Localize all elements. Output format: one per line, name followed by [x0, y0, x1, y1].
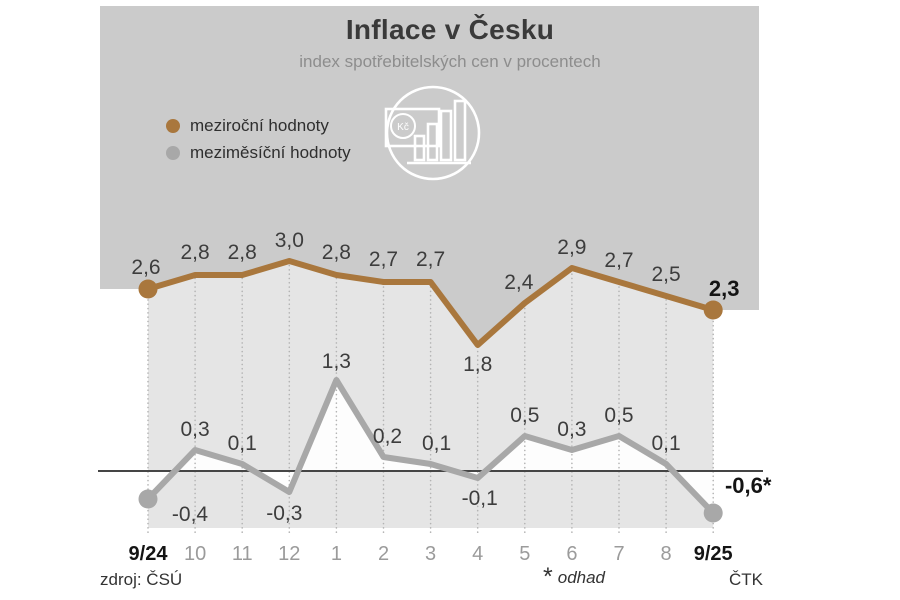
axis-label-6: 6	[566, 543, 577, 565]
yearly-line	[147, 258, 715, 348]
header-box-yearly-area-fill	[100, 6, 759, 345]
legend: meziroční hodnoty meziměsíční hodnoty	[166, 112, 351, 166]
estimate-note: * odhad	[543, 565, 606, 590]
monthly-value-label: -0,6*	[725, 473, 772, 498]
monthly-value-label: 0,1	[422, 432, 451, 455]
monthly-endpoint-dot	[138, 489, 158, 509]
axis-label-2: 2	[378, 543, 389, 565]
yearly-value-label: 2,6	[131, 256, 160, 279]
legend-item-yearly: meziroční hodnoty	[166, 112, 351, 139]
monthly-value-label: 0,1	[651, 432, 680, 455]
estimate-note-text: odhad	[557, 568, 606, 587]
yearly-value-label: 2,8	[322, 241, 351, 264]
monthly-value-label: 0,1	[228, 432, 257, 455]
monthly-series-dot-icon	[166, 145, 180, 160]
yearly-value-label: 2,5	[651, 263, 680, 286]
monthly-value-label: 0,3	[557, 418, 586, 441]
monthly-value-label: 0,3	[180, 418, 209, 441]
axis-label-10: 10	[184, 543, 206, 565]
source-credit: zdroj: ČSÚ	[100, 570, 183, 589]
monthly-value-label: 1,3	[322, 350, 351, 373]
page-subtitle: index spotřebitelských cen v procentech	[299, 52, 601, 71]
legend-label-yearly: meziroční hodnoty	[190, 115, 329, 135]
yearly-value-label: 3,0	[275, 229, 304, 252]
monthly-value-label: 0,2	[373, 425, 402, 448]
axis-label-4: 4	[472, 543, 483, 565]
yearly-value-label: 2,7	[369, 248, 398, 271]
axis-label-11: 11	[232, 543, 253, 565]
legend-item-monthly: meziměsíční hodnoty	[166, 139, 351, 166]
yearly-value-label: 2,7	[416, 248, 445, 271]
yearly-value-label: 2,9	[557, 236, 586, 259]
page-title: Inflace v Česku	[345, 14, 555, 45]
money-bar-chart-icon: Kč	[384, 85, 481, 181]
yearly-value-label: 2,8	[228, 241, 257, 264]
legend-label-monthly: meziměsíční hodnoty	[190, 142, 351, 162]
yearly-series-dot-icon	[166, 118, 180, 133]
agency-credit: ČTK	[729, 570, 763, 589]
icon-currency-label: Kč	[397, 122, 409, 133]
axis-label-8: 8	[661, 543, 672, 565]
axis-label-9/24: 9/24	[129, 543, 169, 565]
yearly-value-label: 2,8	[180, 241, 209, 264]
monthly-value-label: 0,5	[510, 404, 539, 427]
yearly-value-label: 2,3	[709, 276, 740, 301]
monthly-endpoint-dot	[703, 503, 723, 523]
axis-label-3: 3	[425, 543, 436, 565]
axis-label-7: 7	[613, 543, 624, 565]
yearly-value-label: 1,8	[463, 353, 492, 376]
asterisk-symbol: *	[543, 563, 553, 591]
axis-label-12: 12	[278, 543, 300, 565]
monthly-value-label: -0,1	[462, 487, 498, 510]
monthly-value-label: 0,5	[604, 404, 633, 427]
yearly-endpoint-dot	[138, 279, 158, 299]
yearly-endpoint-dot	[703, 300, 723, 320]
axis-label-5: 5	[519, 543, 530, 565]
monthly-line	[145, 377, 716, 516]
axis-label-1: 1	[331, 543, 342, 565]
monthly-value-label: -0,3	[266, 502, 302, 525]
axis-label-9/25: 9/25	[694, 543, 733, 565]
yearly-value-label: 2,7	[604, 249, 633, 272]
monthly-value-label: -0,4	[172, 503, 209, 526]
yearly-value-label: 2,4	[504, 271, 534, 294]
